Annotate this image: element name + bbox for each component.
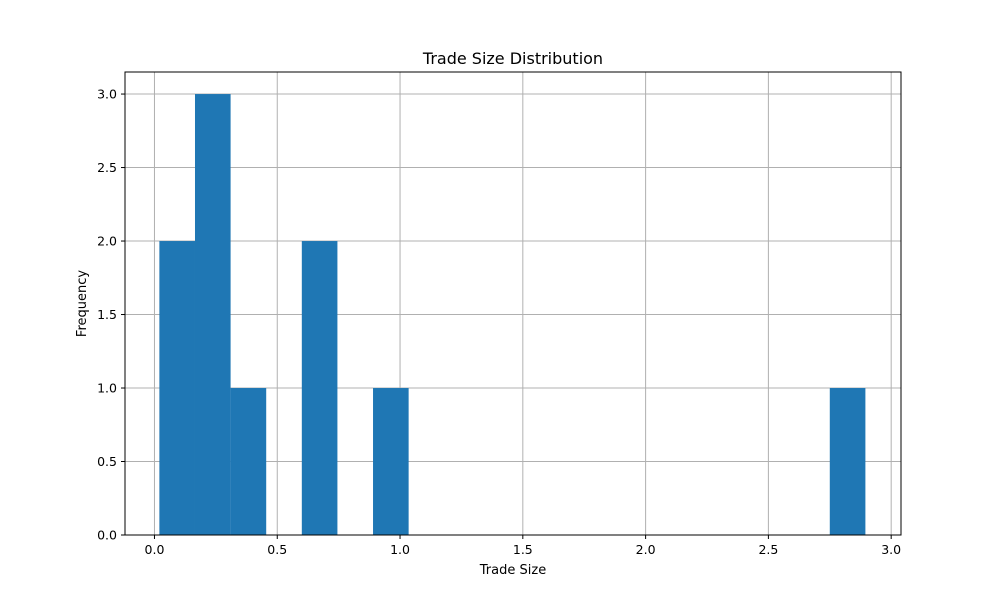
histogram-bar <box>301 241 338 536</box>
histogram-bar <box>829 388 866 535</box>
histogram-bar <box>194 94 231 536</box>
x-tick-label: 2.5 <box>758 542 778 557</box>
histogram-bar <box>159 241 195 536</box>
chart-title: Trade Size Distribution <box>422 49 603 68</box>
x-tick-label: 1.0 <box>390 542 410 557</box>
x-axis-label: Trade Size <box>479 563 546 578</box>
histogram-bar <box>230 388 267 535</box>
x-tick-label: 0.5 <box>267 542 287 557</box>
y-tick-label: 0.0 <box>97 528 117 543</box>
y-axis-label: Frequency <box>75 270 90 337</box>
y-tick-label: 2.5 <box>97 160 117 175</box>
x-tick-label: 3.0 <box>881 542 901 557</box>
y-tick-label: 0.5 <box>97 454 117 469</box>
grid-lines <box>125 72 901 536</box>
y-tick-label: 2.0 <box>97 234 117 249</box>
y-tick-label: 1.5 <box>97 307 117 322</box>
x-tick-label: 0.0 <box>145 542 165 557</box>
x-tick-label: 1.5 <box>513 542 533 557</box>
x-tick-label: 2.0 <box>636 542 656 557</box>
y-tick-label: 1.0 <box>97 381 117 396</box>
histogram-bars <box>159 94 866 536</box>
histogram-bar <box>373 388 409 535</box>
axis-ticks: 0.0 0.5 1.0 1.5 2.0 2.5 3.0 0.0 0.5 1.0 1.5 2.0 2.5 3… <box>97 87 901 557</box>
plot-area-frame <box>124 71 902 536</box>
y-tick-label: 3.0 <box>97 87 117 102</box>
